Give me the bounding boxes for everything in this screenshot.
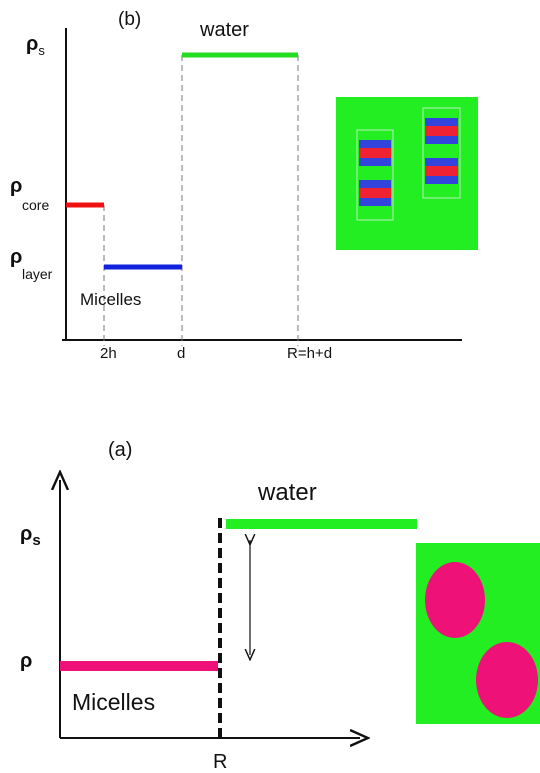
inset bbox=[336, 97, 478, 250]
shape bbox=[359, 140, 391, 148]
x-label: R=h+d bbox=[287, 345, 332, 362]
shape bbox=[476, 642, 538, 718]
label-part: ρ bbox=[10, 246, 22, 268]
micelles-label: Micelles bbox=[80, 290, 141, 309]
panel-a: (a) water Micelles ρs ρ R bbox=[20, 439, 540, 773]
shape bbox=[359, 148, 391, 158]
label-part: ρ bbox=[20, 523, 32, 545]
label-part: ρ bbox=[26, 33, 38, 55]
y-label: ρcore bbox=[10, 175, 49, 213]
x-label: R bbox=[213, 751, 227, 773]
y-label: ρs bbox=[20, 523, 41, 549]
shape bbox=[425, 136, 458, 144]
y-label: ρs bbox=[26, 33, 45, 58]
micelles-label: Micelles bbox=[72, 689, 155, 715]
shape bbox=[359, 198, 391, 206]
label-part: s bbox=[32, 532, 40, 549]
shape bbox=[422, 107, 461, 199]
water-label: water bbox=[257, 479, 317, 506]
shape bbox=[425, 118, 458, 126]
y-label: ρlayer bbox=[10, 246, 53, 282]
panel-b: (b) water Micelles ρs ρcore ρlayer 2h d … bbox=[10, 9, 478, 362]
panel-label: (a) bbox=[108, 439, 132, 461]
shape bbox=[359, 188, 391, 198]
inset bbox=[416, 543, 540, 724]
label-part: s bbox=[38, 43, 45, 58]
shape bbox=[425, 126, 458, 136]
y-label: ρ bbox=[20, 650, 32, 672]
shape bbox=[359, 180, 391, 188]
panel-label: (b) bbox=[118, 9, 141, 30]
label-part: ρ bbox=[10, 175, 22, 197]
shape bbox=[359, 158, 391, 166]
x-label: d bbox=[177, 345, 185, 362]
shape bbox=[425, 562, 485, 638]
shape bbox=[425, 166, 458, 176]
water-label: water bbox=[199, 19, 249, 41]
label-part: layer bbox=[22, 266, 53, 282]
x-label: 2h bbox=[100, 345, 117, 362]
shape bbox=[425, 176, 458, 184]
shape bbox=[425, 158, 458, 166]
shape bbox=[356, 129, 394, 221]
label-part: core bbox=[22, 197, 49, 213]
